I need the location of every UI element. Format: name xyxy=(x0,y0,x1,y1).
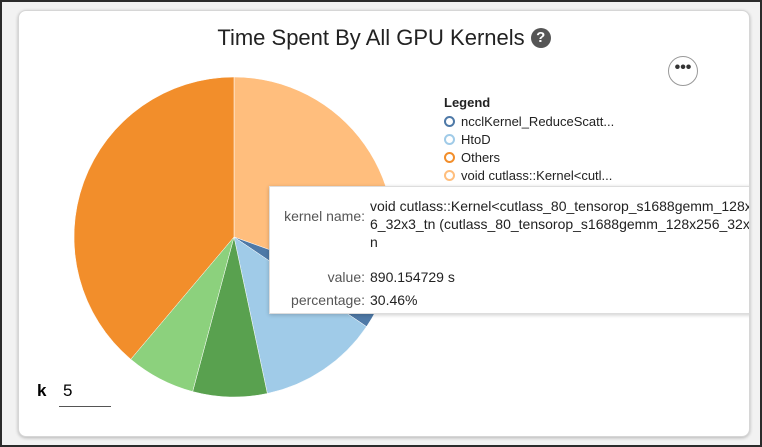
legend-item[interactable]: void cutlass::Kernel<cutl... xyxy=(444,167,616,185)
legend-swatch xyxy=(444,170,455,181)
tooltip-label: value: xyxy=(327,269,365,285)
tooltip-value: 30.46% xyxy=(370,292,418,308)
pie-slice[interactable] xyxy=(73,76,235,360)
legend-item[interactable]: Others xyxy=(444,149,616,167)
legend-swatch xyxy=(444,152,455,163)
legend-title: Legend xyxy=(444,95,491,110)
help-icon[interactable]: ? xyxy=(530,28,551,48)
k-label: k xyxy=(37,381,47,400)
chart-card: Time Spent By All GPU Kernels? ••• Legen… xyxy=(18,10,750,437)
legend-label: Others xyxy=(461,150,501,165)
legend-swatch xyxy=(444,116,455,127)
legend-label: ncclKernel_ReduceScatt... xyxy=(461,114,615,129)
legend-item[interactable]: HtoD xyxy=(444,131,616,149)
chart-title: Time Spent By All GPU Kernels xyxy=(217,25,525,50)
pie-slice[interactable] xyxy=(233,236,367,394)
legend-item[interactable]: ncclKernel_ReduceScatt... xyxy=(444,113,616,131)
tooltip: kernel name: void cutlass::Kernel<cutlas… xyxy=(269,186,750,314)
chart-title-row: Time Spent By All GPU Kernels? xyxy=(19,25,749,51)
legend-label: HtoD xyxy=(461,132,491,147)
more-button[interactable]: ••• xyxy=(668,56,698,86)
tooltip-value: void cutlass::Kernel<cutlass_80_tensorop… xyxy=(370,198,750,250)
k-input[interactable]: 5 xyxy=(59,376,111,407)
tooltip-value: 890.154729 s xyxy=(370,269,455,285)
legend-swatch xyxy=(444,134,455,145)
tooltip-label: percentage: xyxy=(291,292,365,308)
legend-label: void cutlass::Kernel<cutl... xyxy=(461,168,613,183)
tooltip-label: kernel name: xyxy=(284,208,365,224)
